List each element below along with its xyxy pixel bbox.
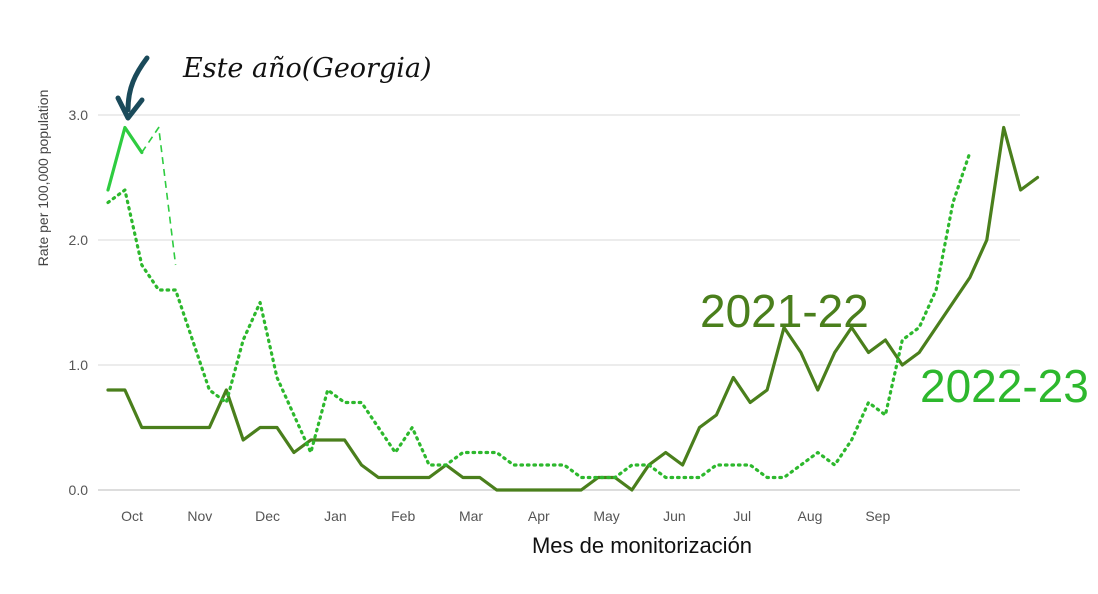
y-tick-label: 0.0 — [69, 482, 89, 498]
y-tick-label: 1.0 — [69, 357, 89, 373]
x-tick-label: Jul — [733, 508, 751, 524]
y-tick-label: 2.0 — [69, 232, 89, 248]
x-tick-label: Jan — [324, 508, 347, 524]
series-2022-23 — [106, 150, 972, 480]
x-tick-label: Jun — [663, 508, 686, 524]
x-tick-label: Mar — [459, 508, 483, 524]
x-tick-label: Sep — [865, 508, 890, 524]
x-tick-label: Aug — [798, 508, 823, 524]
x-tick-label: Dec — [255, 508, 280, 524]
series-current-year-projection — [141, 126, 177, 266]
series-current-year — [106, 125, 144, 192]
annotation-text: Este año(Georgia) — [182, 53, 432, 84]
x-tick-label: Nov — [187, 508, 212, 524]
x-tick-label: Apr — [528, 508, 550, 524]
x-tick-label: Feb — [391, 508, 415, 524]
series-label-2022-23: 2022-23 — [920, 360, 1089, 412]
series-2021-22 — [106, 125, 1040, 492]
series-label-2021-22: 2021-22 — [700, 285, 869, 337]
y-tick-label: 3.0 — [69, 107, 89, 123]
series-labels: 2021-22 2022-23 — [700, 285, 1089, 412]
y-tick-labels: 0.0 1.0 2.0 3.0 — [69, 107, 89, 498]
arrow-icon — [115, 55, 150, 121]
x-axis-label: Mes de monitorización — [532, 533, 752, 558]
series-lines — [106, 125, 1040, 492]
grid-lines — [98, 114, 1020, 491]
x-tick-label: Oct — [121, 508, 143, 524]
x-tick-label: May — [593, 508, 619, 524]
y-axis-label: Rate per 100,000 population — [35, 90, 51, 267]
x-tick-labels: Oct Nov Dec Jan Feb Mar Apr May Jun Jul Aug Sep — [121, 508, 890, 524]
